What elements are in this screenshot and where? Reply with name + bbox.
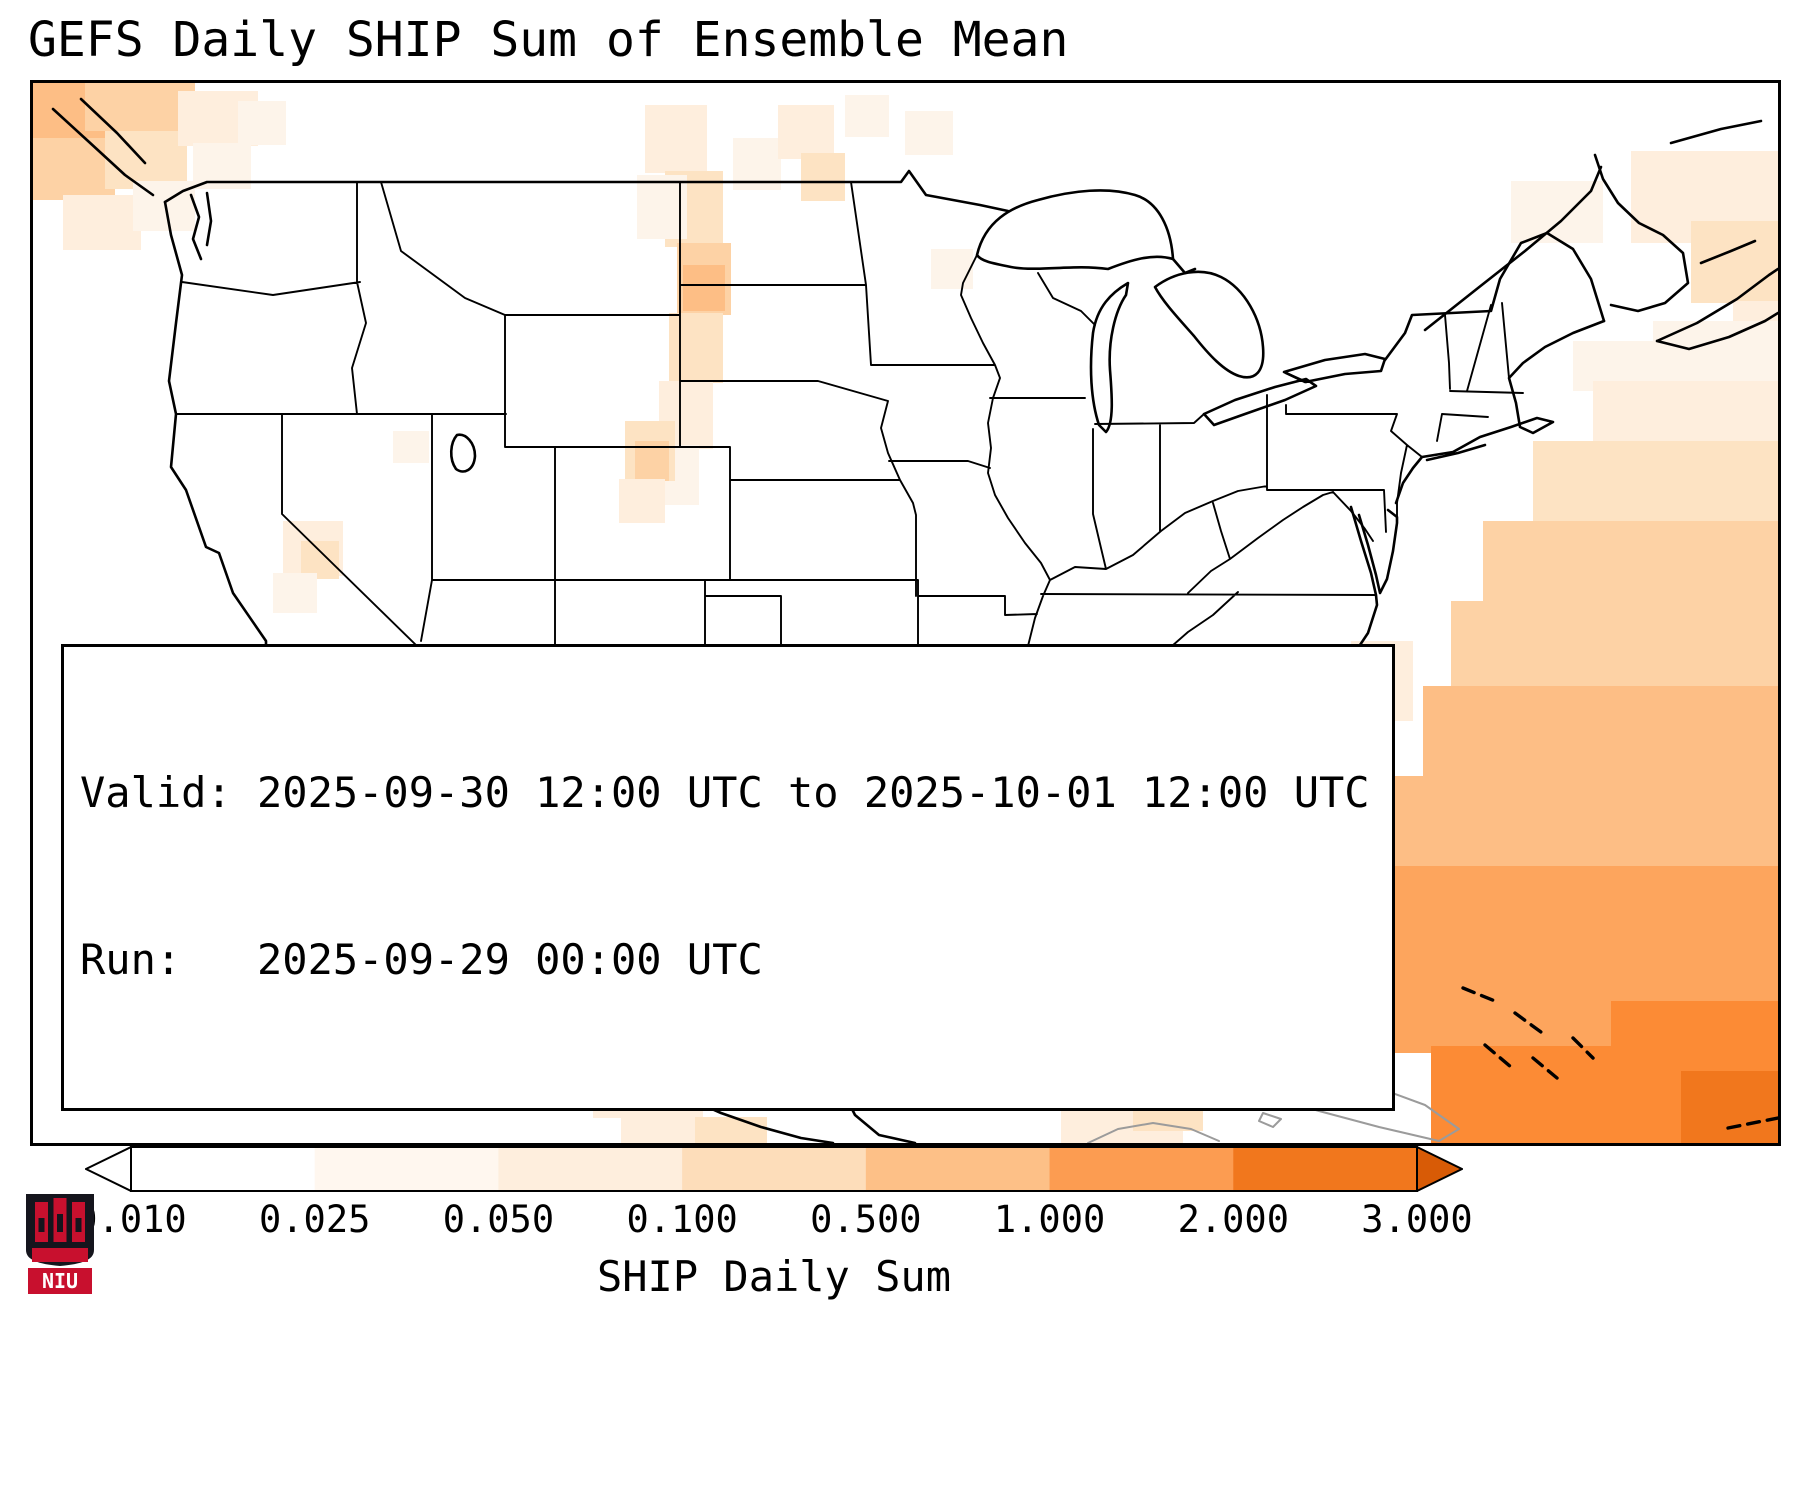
- colorbar-tick: 0.025: [259, 1198, 371, 1241]
- run-time-text: Run: 2025-09-29 00:00 UTC: [80, 934, 763, 984]
- heat-cell: [905, 111, 953, 155]
- canada-maritimes-coast: [1423, 119, 1778, 351]
- colorbar-tick: 0.500: [810, 1198, 922, 1241]
- colorbar-segment: [131, 1147, 316, 1191]
- colorbar-tick: 0.100: [626, 1198, 738, 1241]
- colorbar-axis-label: SHIP Daily Sum: [596, 1252, 951, 1301]
- bahamas-keys: [1209, 974, 1778, 1130]
- pacific-inlets: [51, 97, 213, 261]
- heat-cell: [301, 541, 339, 579]
- heat-cell: [1423, 686, 1778, 783]
- heat-cell: [669, 313, 723, 383]
- heat-cell: [931, 249, 973, 289]
- heat-cell: [619, 479, 665, 523]
- heat-cell: [238, 101, 286, 145]
- colorbar-tick: 1.000: [993, 1198, 1106, 1241]
- heat-cell: [1483, 521, 1778, 613]
- colorbar-over-arrow: [1416, 1145, 1465, 1193]
- logo-base: [32, 1248, 88, 1262]
- valid-run-info-box: Valid: 2025-09-30 12:00 UTC to 2025-10-0…: [61, 643, 1395, 1111]
- heat-cell: [683, 265, 725, 311]
- colorbar-under-arrow: [83, 1145, 132, 1193]
- canada-border-49n: [163, 169, 1606, 384]
- logo-nameplate: [28, 1268, 92, 1294]
- valid-time-text: Valid: 2025-09-30 12:00 UTC to 2025-10-0…: [80, 768, 1370, 818]
- colorbar-gradient: [83, 1145, 1465, 1193]
- map-frame: Valid: 2025-09-30 12:00 UTC to 2025-10-0…: [30, 80, 1781, 1146]
- colorbar-tick: 2.000: [1177, 1198, 1289, 1241]
- heat-cell: [33, 138, 115, 200]
- colorbar-segment: [1049, 1147, 1234, 1191]
- logo-text: NIU: [42, 1269, 78, 1293]
- logo-window: [57, 1214, 63, 1232]
- heat-cell: [1511, 181, 1603, 243]
- niu-logo: NIU: [22, 1192, 98, 1298]
- heat-cell: [778, 105, 834, 159]
- heat-cell: [695, 1117, 767, 1143]
- page-title: GEFS Daily SHIP Sum of Ensemble Mean: [28, 12, 1069, 68]
- heat-cell: [645, 105, 707, 173]
- heat-cell: [63, 195, 141, 250]
- heat-cell: [105, 131, 187, 189]
- heat-cell: [85, 83, 195, 131]
- logo-window: [75, 1218, 82, 1232]
- delmarva-coast: [1357, 508, 1399, 595]
- heat-cell: [1451, 601, 1778, 698]
- colorbar-segment: [314, 1147, 500, 1191]
- colorbar-tick-labels: 0.010 0.025 0.050 0.100 0.500 1.000 2.000 3.000: [75, 1198, 1472, 1244]
- northeast-coast: [1394, 319, 1606, 505]
- logo-window: [38, 1218, 45, 1232]
- colorbar-segments: [131, 1147, 1418, 1191]
- colorbar-segment: [865, 1147, 1051, 1191]
- colorbar-outline: [130, 1146, 1418, 1192]
- great-salt-lake: [449, 433, 477, 473]
- heat-cell: [1393, 776, 1778, 873]
- niu-logo-graphic: NIU: [26, 1194, 94, 1294]
- heat-cell: [1653, 321, 1778, 383]
- colorbar: [83, 1145, 1465, 1193]
- heat-cell: [1681, 1071, 1778, 1143]
- colorbar-segment: [498, 1147, 683, 1191]
- colorbar-tick: 0.050: [442, 1198, 555, 1241]
- heat-cell: [1533, 441, 1778, 533]
- heat-cell: [393, 431, 429, 463]
- heat-cell: [273, 573, 317, 613]
- colorbar-segment: [682, 1147, 867, 1191]
- colorbar-segment: [1233, 1147, 1418, 1191]
- great-lakes: [975, 189, 1387, 434]
- heat-cell: [801, 153, 845, 201]
- heat-cell: [1371, 866, 1778, 963]
- heat-cell: [637, 175, 687, 239]
- colorbar-tick: 3.000: [1361, 1198, 1473, 1241]
- heat-cell: [845, 95, 889, 137]
- island-chains-layer: [1209, 974, 1778, 1130]
